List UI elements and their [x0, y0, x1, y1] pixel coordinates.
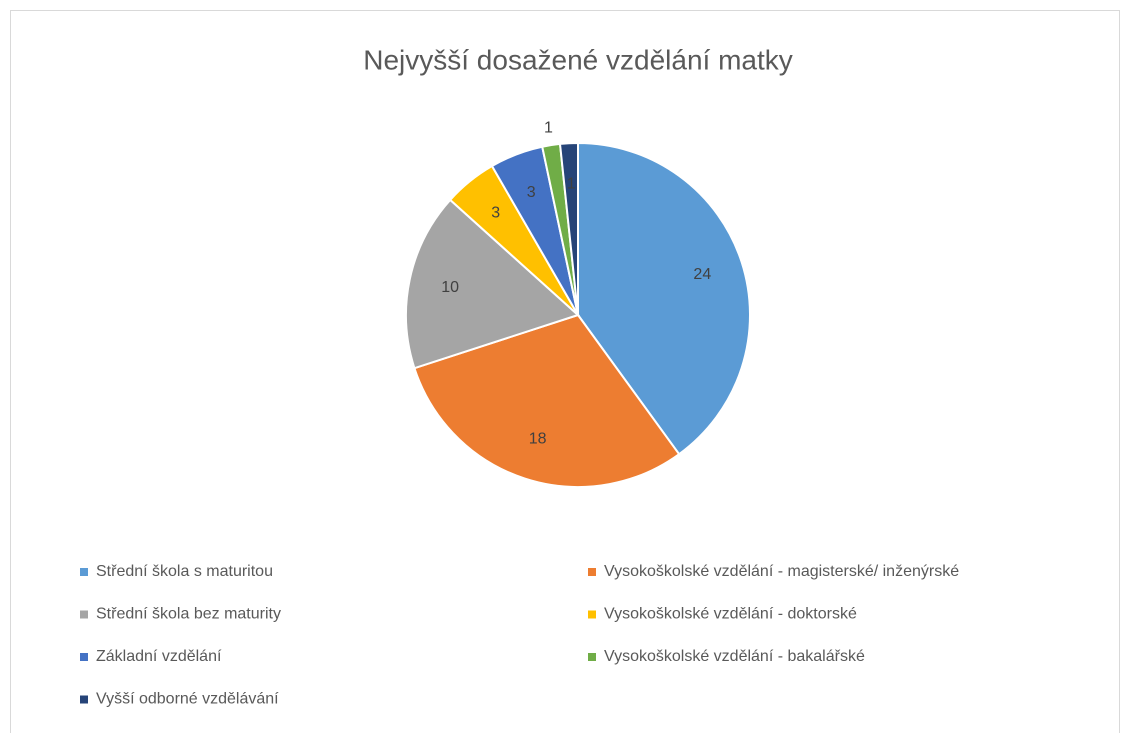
chart-title: Nejvyšší dosažené vzdělání matky	[363, 44, 793, 75]
legend-marker	[588, 610, 596, 619]
pie-slice	[405, 198, 580, 370]
legend-marker	[80, 695, 88, 704]
legend-marker	[80, 568, 88, 576]
legend-label: Vyšší odborné vzdělávání	[96, 691, 279, 708]
data-label: 3	[491, 205, 500, 222]
legend-label: Vysokoškolské vzdělání - bakalářské	[604, 648, 865, 665]
pie-slice	[413, 313, 681, 488]
legend-marker	[588, 568, 596, 576]
data-label: 3	[527, 184, 536, 201]
legend-label: Vysokoškolské vzdělání - magisterské/ in…	[604, 563, 959, 580]
pie-slice	[577, 141, 751, 456]
legend-marker	[588, 653, 596, 661]
legend-marker	[80, 610, 88, 619]
pie-slice	[558, 141, 579, 316]
data-label: 18	[529, 431, 547, 448]
legend-label: Střední škola bez maturity	[96, 606, 281, 623]
legend-label: Vysokoškolské vzdělání - doktorské	[604, 606, 857, 623]
legend-label: Střední škola s maturitou	[96, 563, 273, 580]
data-label: 24	[693, 266, 711, 283]
data-label: 1	[567, 176, 576, 193]
data-label: 10	[441, 279, 459, 296]
data-label: 1	[544, 119, 553, 136]
legend-label: Základní vzdělání	[96, 648, 222, 665]
legend-marker	[80, 653, 88, 661]
